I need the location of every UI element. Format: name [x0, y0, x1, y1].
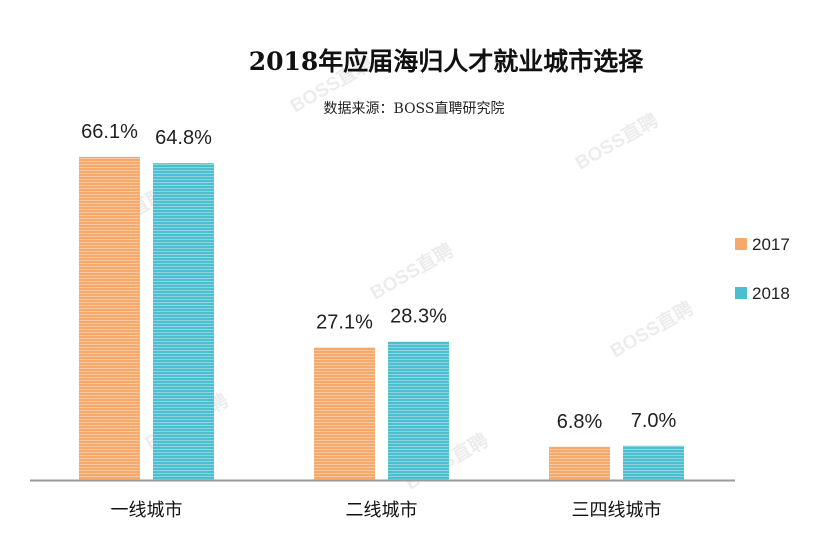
legend-swatch-2018 [735, 287, 747, 299]
bar-2018-1 [153, 163, 214, 480]
data-label: 66.1% [81, 121, 138, 143]
chart-title: 2018年应届海归人才就业城市选择 [249, 47, 645, 76]
data-label: 27.1% [316, 312, 373, 334]
watermark: BOSS直聘 [571, 108, 662, 174]
watermark: BOSS直聘 [606, 296, 697, 362]
data-label: 64.8% [155, 127, 212, 149]
bar-2017-1 [79, 156, 140, 480]
value-labels: 66.1% 64.8% 27.1% 28.3% 6.8% 7.0% [81, 121, 676, 433]
category-labels: 一线城市 二线城市 三四线城市 [111, 500, 662, 521]
legend: 2017 2018 [735, 235, 790, 303]
category-label: 一线城市 [111, 500, 183, 521]
legend-label: 2018 [752, 284, 790, 303]
legend-swatch-2017 [735, 238, 747, 250]
category-label: 二线城市 [346, 500, 418, 521]
bar-2018-2 [388, 341, 449, 480]
bars [79, 156, 684, 480]
legend-label: 2017 [752, 235, 790, 254]
bar-2017-2 [314, 347, 375, 480]
data-label: 6.8% [557, 411, 603, 433]
data-label: 7.0% [631, 410, 677, 432]
data-label: 28.3% [390, 306, 447, 328]
watermark: BOSS直聘 [366, 238, 457, 304]
category-label: 三四线城市 [572, 500, 662, 521]
bar-2017-3 [549, 446, 610, 480]
bar-2018-3 [623, 445, 684, 480]
chart-subtitle: 数据来源：BOSS直聘研究院 [324, 100, 505, 117]
